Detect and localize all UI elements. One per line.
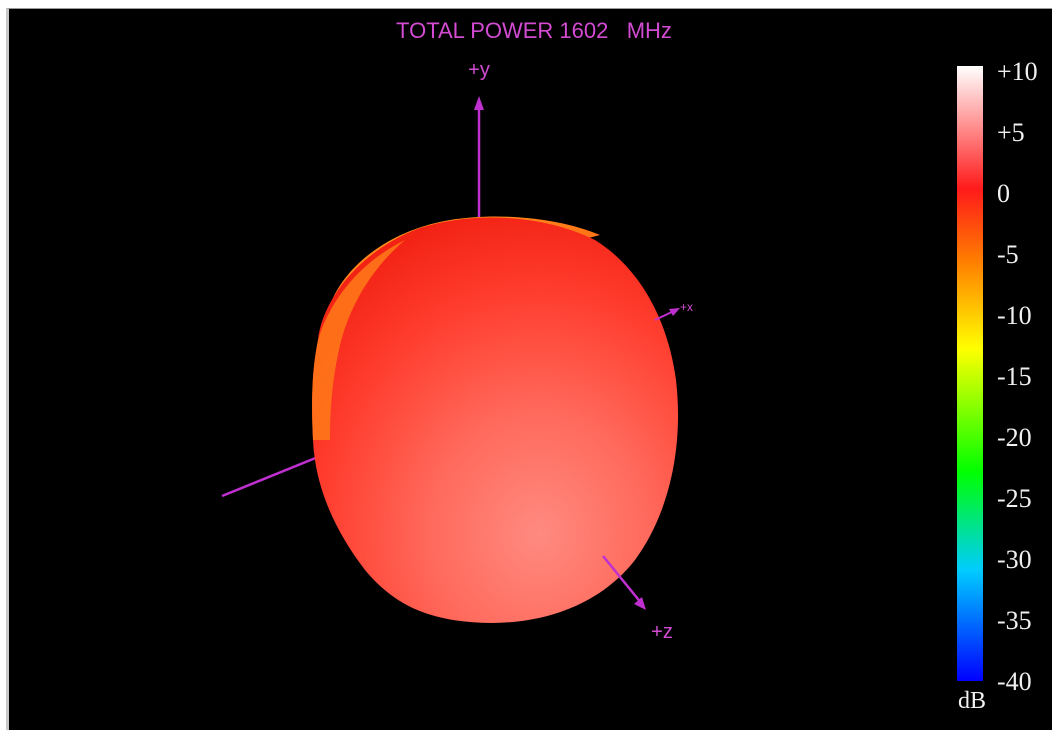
color-scale-unit: dB [958, 688, 986, 714]
color-scale-tick-label: -40 [997, 667, 1032, 696]
z-axis-label: +z [651, 621, 673, 643]
x-axis [655, 308, 680, 320]
color-scale-tick-label: -15 [997, 362, 1032, 391]
y-axis [474, 96, 484, 220]
y-axis-label: +y [468, 59, 490, 81]
color-scale-bar [957, 66, 983, 681]
negative-axis-line [222, 457, 318, 496]
x-axis-label: +x [680, 300, 693, 314]
color-scale-tick-label: 0 [997, 179, 1010, 208]
color-scale-tick-label: -25 [997, 484, 1032, 513]
color-scale-ticks: +10 +5 0 -5 -10 -15 -20 -25 -30 -35 -40 [997, 57, 1038, 696]
color-scale-tick-label: -35 [997, 606, 1032, 635]
color-scale-tick-label: +5 [997, 118, 1025, 147]
color-scale-tick-label: -10 [997, 301, 1032, 330]
color-scale-tick-label: -30 [997, 545, 1032, 574]
color-scale-tick-label: -20 [997, 423, 1032, 452]
plot-title: TOTAL POWER 1602 MHz [396, 18, 672, 43]
color-scale-tick-label: -5 [997, 240, 1019, 269]
radiation-pattern-surface [312, 216, 678, 622]
color-scale-tick-label: +10 [997, 57, 1038, 86]
